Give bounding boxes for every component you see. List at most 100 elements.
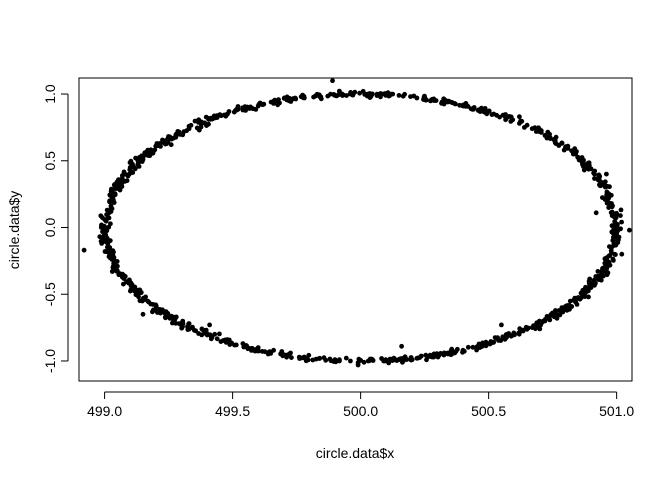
data-point <box>217 331 222 337</box>
x-tick-label: 500.0 <box>343 403 378 419</box>
y-tick-label: 0.0 <box>42 218 58 238</box>
data-point <box>257 100 263 106</box>
data-point <box>378 94 383 100</box>
data-point <box>119 176 125 181</box>
data-point <box>614 229 620 235</box>
data-point <box>399 343 404 349</box>
data-point <box>494 112 500 118</box>
data-point <box>138 290 144 295</box>
data-point <box>506 114 512 119</box>
data-point <box>124 178 130 184</box>
data-point <box>106 215 112 221</box>
data-point <box>500 334 506 340</box>
data-point <box>116 177 121 183</box>
data-point <box>282 95 287 101</box>
data-point <box>441 352 447 358</box>
data-point <box>489 340 495 345</box>
data-point <box>524 326 530 332</box>
data-point <box>503 332 509 337</box>
y-tick-label: -1.0 <box>42 349 58 373</box>
data-point <box>585 160 591 166</box>
data-point <box>560 309 566 315</box>
data-point <box>552 140 558 146</box>
data-point <box>271 347 276 353</box>
data-point <box>102 249 108 254</box>
data-point <box>119 272 124 278</box>
data-point <box>108 188 114 194</box>
data-point <box>586 278 592 284</box>
data-point <box>399 356 405 361</box>
data-point <box>212 331 218 337</box>
y-tick-label: 1.0 <box>42 84 58 104</box>
data-point <box>242 104 248 110</box>
data-point <box>343 355 349 361</box>
data-point <box>613 252 618 257</box>
data-point <box>348 358 353 364</box>
y-tick-label: 0.5 <box>42 151 58 171</box>
data-point <box>220 338 226 343</box>
data-point <box>119 180 125 186</box>
data-point <box>153 308 159 314</box>
data-point <box>614 223 620 229</box>
data-point <box>104 212 109 218</box>
data-point <box>565 143 571 149</box>
data-point <box>519 118 525 124</box>
data-point <box>591 170 596 176</box>
data-point <box>171 315 177 321</box>
data-point <box>618 213 623 219</box>
data-point <box>532 125 538 131</box>
data-point <box>608 248 614 254</box>
data-point <box>602 182 607 188</box>
data-point <box>593 210 599 216</box>
data-point <box>583 284 588 290</box>
data-point <box>249 346 255 351</box>
data-point <box>173 133 179 138</box>
data-point <box>517 326 523 332</box>
data-point <box>563 303 569 309</box>
data-point <box>455 346 460 352</box>
data-point <box>470 106 475 112</box>
data-point <box>204 332 210 338</box>
data-point <box>461 348 467 354</box>
data-point <box>283 352 289 358</box>
data-point <box>586 288 591 294</box>
data-point <box>610 238 616 243</box>
data-point <box>607 184 612 190</box>
data-point <box>545 129 551 135</box>
data-point <box>233 342 239 348</box>
data-point <box>121 169 127 175</box>
data-point <box>152 147 158 153</box>
data-point <box>533 129 539 134</box>
data-point <box>276 97 281 102</box>
data-point <box>465 344 471 350</box>
data-point <box>111 255 117 260</box>
data-point <box>328 91 333 97</box>
data-point <box>618 207 624 213</box>
data-point <box>328 358 334 364</box>
data-point <box>184 128 190 134</box>
data-point <box>431 354 437 360</box>
data-point <box>582 294 588 299</box>
data-point <box>321 355 327 361</box>
data-point <box>153 303 159 309</box>
data-point <box>418 353 424 359</box>
data-point <box>289 355 294 360</box>
data-point <box>110 196 116 201</box>
data-point <box>465 104 471 109</box>
data-point <box>477 109 483 114</box>
data-point <box>180 318 186 324</box>
y-axis-ticks: -1.0 -0.5 0.0 0.5 1.0 <box>42 84 68 373</box>
data-point <box>383 357 389 363</box>
data-point <box>431 98 437 103</box>
data-point <box>612 215 618 221</box>
data-point <box>105 239 111 245</box>
data-point <box>261 101 267 107</box>
data-point <box>593 274 599 280</box>
data-point <box>81 247 87 253</box>
data-point <box>288 350 293 356</box>
data-point <box>278 351 283 357</box>
data-point <box>619 251 625 257</box>
data-point <box>104 228 110 234</box>
data-point <box>253 107 259 112</box>
